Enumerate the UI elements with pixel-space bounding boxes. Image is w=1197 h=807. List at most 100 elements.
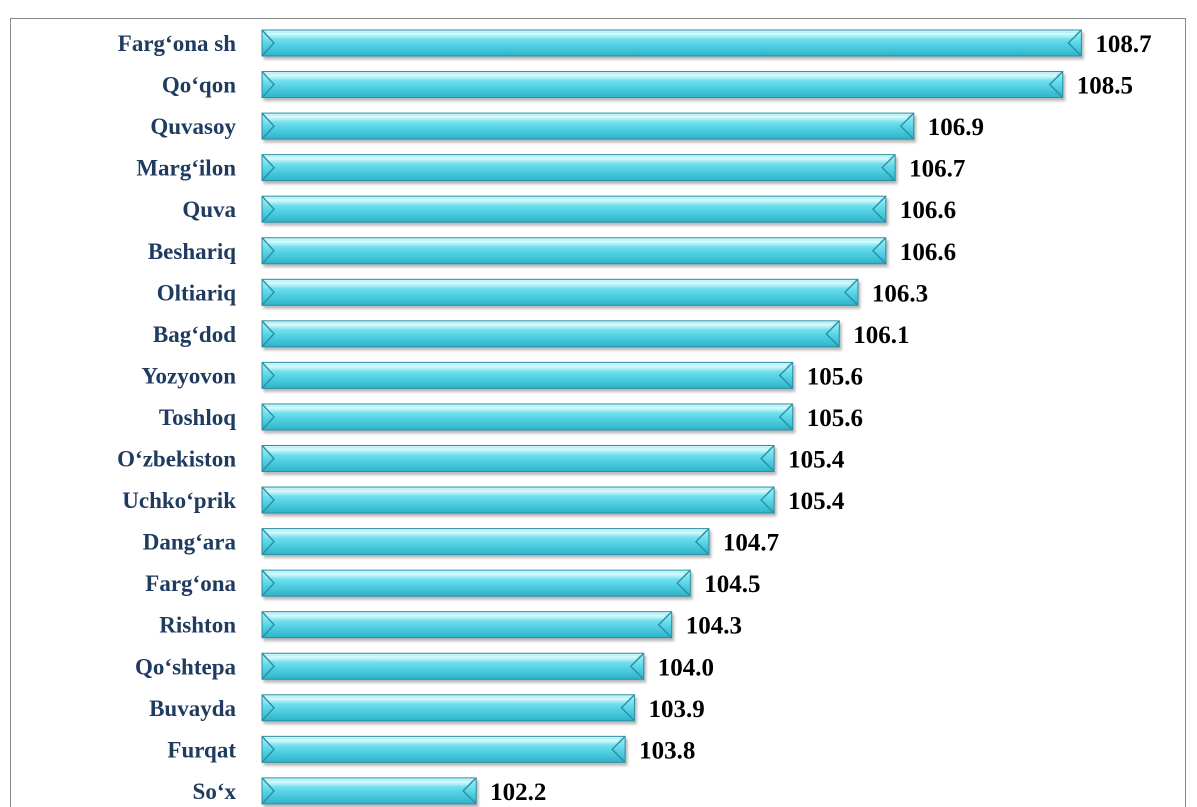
chart-row: Rishton 104.3 xyxy=(159,611,742,640)
value-label: 108.5 xyxy=(1077,73,1133,100)
bar-right-bevel xyxy=(843,278,859,306)
chart-row: Qo‘shtepa 104.0 xyxy=(135,652,714,681)
bar-left-bevel xyxy=(261,569,275,597)
bar-highlight xyxy=(266,240,880,247)
chart-layer: Farg‘ona sh 108.7 Qo‘qon 108.5 Quvasoy 106.9 M… xyxy=(117,29,1152,806)
chart-row: Yozyovon 105.6 xyxy=(141,361,863,390)
category-label: Yozyovon xyxy=(141,363,236,388)
bar-right-bevel xyxy=(760,445,775,472)
bar-left-bevel xyxy=(261,71,275,99)
category-label: Beshariq xyxy=(148,239,236,264)
category-label: Dang‘ara xyxy=(143,530,237,555)
bar-right-bevel xyxy=(1048,71,1064,99)
bar-highlight xyxy=(266,282,852,289)
chart-row: Quvasoy 106.9 xyxy=(150,112,984,141)
chart-row: Beshariq 106.6 xyxy=(148,237,956,266)
category-label: Uchko‘prik xyxy=(122,488,236,513)
bar-right-bevel xyxy=(694,528,710,556)
bar-highlight xyxy=(266,74,1057,81)
category-label: So‘x xyxy=(193,779,237,804)
category-label: Farg‘ona xyxy=(145,571,236,596)
bar-right-bevel xyxy=(899,112,915,140)
bar-highlight xyxy=(266,531,703,538)
category-label: Marg‘ilon xyxy=(136,156,236,181)
value-label: 106.6 xyxy=(900,197,956,224)
category-label: Qo‘shtepa xyxy=(135,654,236,679)
value-label: 103.8 xyxy=(639,737,695,764)
category-label: Qo‘qon xyxy=(162,73,236,98)
chart-row: Marg‘ilon 106.7 xyxy=(136,154,965,183)
bar-left-bevel xyxy=(261,195,275,223)
chart-row: So‘x 102.2 xyxy=(193,777,546,806)
bar-left-bevel xyxy=(261,611,275,639)
value-label: 105.6 xyxy=(807,405,863,432)
chart-row: Dang‘ara 104.7 xyxy=(143,528,779,557)
bar-highlight xyxy=(266,33,1076,39)
value-label: 104.3 xyxy=(686,613,742,640)
chart-row: Oltiariq 106.3 xyxy=(157,278,928,307)
bar-left-bevel xyxy=(261,528,275,556)
bar-left-bevel xyxy=(261,694,275,722)
value-label: 106.9 xyxy=(928,114,984,141)
bar-highlight xyxy=(266,656,638,663)
chart-row: Buvayda 103.9 xyxy=(149,694,705,723)
bar-right-bevel xyxy=(778,361,794,389)
value-label: 104.0 xyxy=(658,654,714,681)
category-label: Rishton xyxy=(159,613,236,638)
category-label: Toshloq xyxy=(159,405,236,430)
bar-highlight xyxy=(266,448,769,455)
chart-row: Farg‘ona 104.5 xyxy=(145,569,761,598)
value-label: 108.7 xyxy=(1095,31,1151,58)
bar-highlight xyxy=(266,697,629,704)
value-label: 106.6 xyxy=(900,239,956,266)
bar-right-bevel xyxy=(629,652,645,680)
bar-right-bevel xyxy=(881,154,896,182)
bar-highlight xyxy=(266,116,908,123)
bar-right-bevel xyxy=(620,694,635,722)
bar-left-bevel xyxy=(261,735,275,763)
bar-left-bevel xyxy=(261,237,275,265)
value-label: 106.7 xyxy=(909,156,965,183)
chart-row: Qo‘qon 108.5 xyxy=(162,71,1133,100)
value-label: 104.7 xyxy=(723,530,779,557)
bar-highlight xyxy=(266,323,834,330)
value-label: 104.5 xyxy=(704,571,760,598)
bar-right-bevel xyxy=(871,195,887,223)
bar-right-bevel xyxy=(1067,29,1082,57)
bar-highlight xyxy=(266,739,620,746)
chart-row: Toshloq 105.6 xyxy=(159,403,863,432)
bar-left-bevel xyxy=(261,361,275,389)
category-label: Quva xyxy=(182,197,236,222)
chart-row: Furqat 103.8 xyxy=(167,735,695,764)
bar-right-bevel xyxy=(825,320,840,348)
value-label: 105.4 xyxy=(788,488,845,515)
bar-highlight xyxy=(266,614,666,621)
bar-highlight xyxy=(266,199,880,206)
bar-highlight xyxy=(266,365,787,372)
bar-right-bevel xyxy=(778,403,794,431)
category-label: Farg‘ona sh xyxy=(118,31,236,56)
bar-left-bevel xyxy=(261,403,275,431)
bar-left-bevel xyxy=(261,112,275,140)
bar-left-bevel xyxy=(261,29,275,57)
category-label: Bag‘dod xyxy=(153,322,236,347)
chart-row: Farg‘ona sh 108.7 xyxy=(118,29,1152,58)
bar-left-bevel xyxy=(261,486,275,514)
chart-row: O‘zbekiston 105.4 xyxy=(117,445,845,474)
category-label: Furqat xyxy=(167,737,236,762)
value-label: 105.6 xyxy=(807,363,863,390)
bar-highlight xyxy=(266,490,769,497)
value-label: 102.2 xyxy=(490,779,546,806)
bar-right-bevel xyxy=(657,611,673,639)
chart-row: Quva 106.6 xyxy=(182,195,956,224)
bar-right-bevel xyxy=(871,237,887,265)
chart-row: Bag‘dod 106.1 xyxy=(153,320,910,349)
category-label: Buvayda xyxy=(149,696,236,721)
bar-right-bevel xyxy=(611,735,626,763)
bar-left-bevel xyxy=(261,445,275,472)
bar-left-bevel xyxy=(261,652,275,680)
bar-right-bevel xyxy=(462,777,477,805)
bar-left-bevel xyxy=(261,154,275,182)
bar-left-bevel xyxy=(261,777,275,805)
